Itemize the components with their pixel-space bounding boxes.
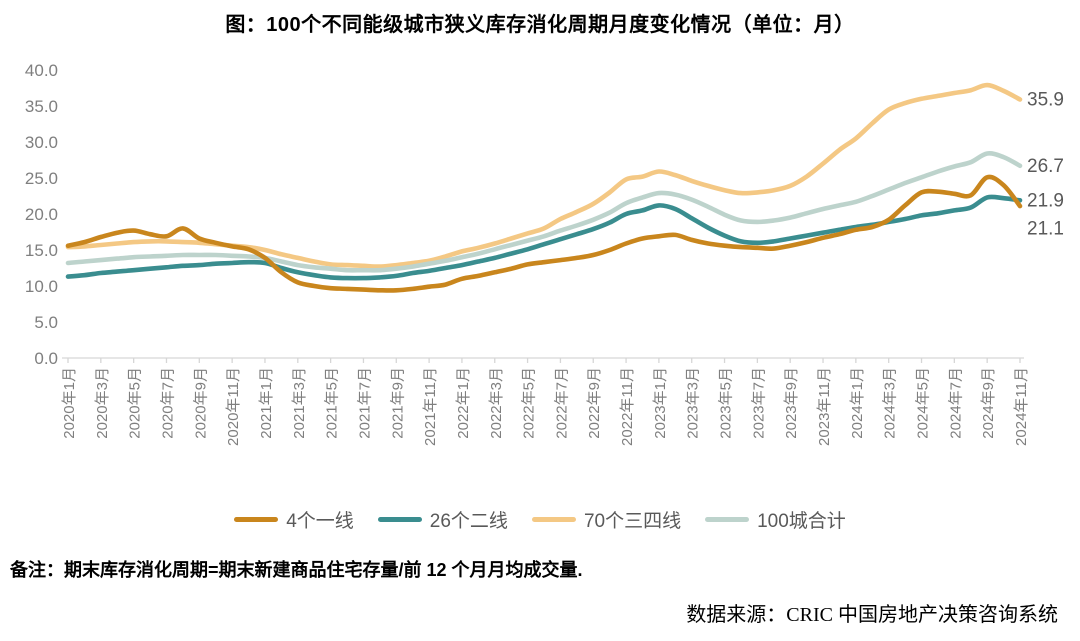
x-axis-label: 2022年1月 [455, 367, 472, 439]
x-axis-label: 2020年3月 [94, 367, 111, 439]
legend-item-third-fourth-tier: 70个三四线 [531, 506, 682, 533]
x-axis-label: 2024年5月 [915, 367, 932, 439]
legend-label: 70个三四线 [583, 511, 682, 532]
legend-swatch [377, 517, 422, 522]
end-value-label: 26.7 [1027, 156, 1064, 177]
legend-item-first-tier: 4个一线 [234, 506, 354, 533]
y-axis-label: 5.0 [34, 313, 58, 332]
legend-item-second-tier: 26个二线 [377, 506, 508, 533]
x-axis-label: 2022年3月 [488, 367, 505, 439]
x-axis-label: 2023年5月 [718, 367, 735, 439]
x-axis-label: 2023年3月 [685, 367, 702, 439]
x-axis-label: 2024年11月 [1013, 367, 1030, 446]
y-axis-label: 30.0 [25, 133, 58, 152]
series-line-third-fourth-tier [65, 82, 1023, 269]
x-axis-label: 2021年5月 [324, 367, 341, 439]
x-axis-label: 2022年11月 [619, 367, 636, 446]
x-axis-label: 2020年1月 [61, 367, 78, 439]
legend-swatch [705, 517, 750, 522]
x-axis-label: 2021年11月 [422, 367, 439, 446]
y-axis-label: 40.0 [25, 61, 58, 80]
x-axis-label: 2024年1月 [849, 367, 866, 439]
legend-swatch [234, 517, 279, 522]
x-axis-label: 2022年5月 [521, 367, 538, 439]
legend-label: 26个二线 [429, 511, 508, 532]
legend-swatch [531, 517, 576, 522]
y-axis-label: 20.0 [25, 205, 58, 224]
x-axis-label: 2020年7月 [159, 367, 176, 439]
data-source: 数据来源：CRIC 中国房地产决策咨询系统 [686, 604, 1058, 626]
end-value-label: 35.9 [1027, 90, 1064, 111]
x-axis-label: 2021年9月 [389, 367, 406, 439]
series-line-second-tier [65, 194, 1023, 281]
series-line-total-100-cities [65, 151, 1023, 273]
x-axis-label: 2021年3月 [291, 367, 308, 439]
x-axis-label: 2022年9月 [586, 367, 603, 439]
x-axis-label: 2020年5月 [127, 367, 144, 439]
x-axis-label: 2024年7月 [947, 367, 964, 439]
x-axis-label: 2023年7月 [750, 367, 767, 439]
y-axis-label: 0.0 [34, 349, 58, 368]
x-axis-label: 2020年9月 [192, 367, 209, 439]
end-value-label: 21.1 [1027, 218, 1064, 239]
footnote: 备注：期末库存消化周期=期末新建商品住宅存量/前 12 个月月均成交量. [10, 560, 583, 580]
line-chart: 40.035.030.025.020.015.010.05.00.02020年1… [25, 61, 1064, 446]
x-axis-label: 2022年7月 [553, 367, 570, 439]
y-axis-label: 15.0 [25, 241, 58, 260]
y-axis-label: 25.0 [25, 169, 58, 188]
x-axis-label: 2023年11月 [816, 367, 833, 446]
series-line-first-tier [65, 174, 1023, 293]
x-axis-label: 2024年9月 [980, 367, 997, 439]
chart-title: 图：100个不同能级城市狭义库存消化周期月度变化情况（单位：月） [225, 14, 855, 36]
x-axis-label: 2024年3月 [882, 367, 899, 439]
y-axis-label: 10.0 [25, 277, 58, 296]
x-axis-label: 2021年7月 [356, 367, 373, 439]
x-axis-label: 2023年9月 [783, 367, 800, 439]
legend-label: 100城合计 [757, 511, 846, 532]
legend-label: 4个一线 [286, 511, 354, 532]
x-axis-label: 2020年11月 [225, 367, 242, 446]
y-axis-label: 35.0 [25, 97, 58, 116]
chart-legend: 4个一线 26个二线 70个三四线 100城合计 [0, 506, 1080, 533]
end-value-label: 21.9 [1027, 190, 1064, 211]
legend-item-total-100-cities: 100城合计 [705, 506, 846, 533]
x-axis-label: 2021年1月 [258, 367, 275, 439]
x-axis-label: 2023年1月 [652, 367, 669, 439]
